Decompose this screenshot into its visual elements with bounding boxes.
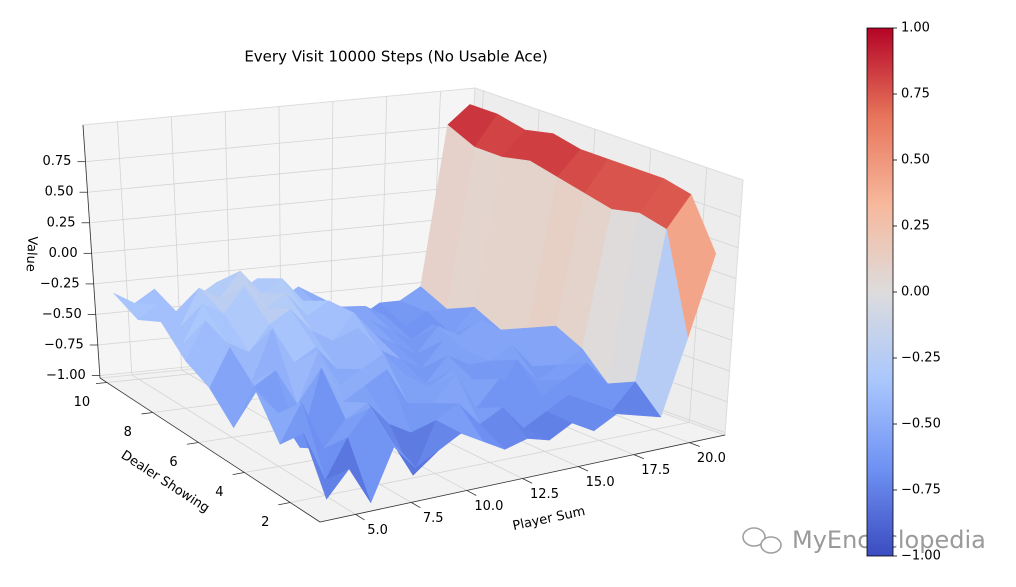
x-tick <box>522 478 533 484</box>
colorbar-tick-label: −0.75 <box>901 483 941 498</box>
colorbar-tick-label: −1.00 <box>901 549 941 564</box>
colorbar-tick-label: 0.75 <box>901 87 930 102</box>
y-tick-label: 10 <box>74 395 91 410</box>
x-tick-label: 20.0 <box>697 451 726 466</box>
colorbar-tick-label: −0.25 <box>901 351 941 366</box>
grid-line <box>117 121 133 375</box>
y-tick <box>278 502 291 506</box>
x-tick-label: 7.5 <box>423 511 444 526</box>
y-tick <box>141 412 153 415</box>
x-tick-label: 17.5 <box>641 463 670 478</box>
x-tick <box>633 454 645 460</box>
x-tick-label: 15.0 <box>586 475 615 490</box>
z-axis-label: Value <box>23 236 40 272</box>
y-tick-label: 6 <box>169 455 177 470</box>
y-tick <box>95 382 107 385</box>
x-tick-label: 10.0 <box>474 499 503 514</box>
z-tick-label: −0.25 <box>40 276 80 291</box>
z-tick-label: 0.00 <box>49 246 78 261</box>
z-axis-line <box>82 124 101 379</box>
y-tick <box>187 442 199 445</box>
grid-line <box>290 422 690 503</box>
grid-line <box>85 124 474 163</box>
grid-line <box>131 374 356 515</box>
colorbar-tick-label: 0.00 <box>901 285 930 300</box>
x-tick <box>355 514 365 521</box>
z-tick-label: 0.25 <box>47 215 76 230</box>
chart-title: Every Visit 10000 Steps (No Usable Ace) <box>244 48 547 66</box>
grid-line <box>89 185 471 224</box>
y-axis-line <box>99 377 321 523</box>
z-tick-label: −1.00 <box>46 368 86 383</box>
y-tick-label: 8 <box>124 425 132 440</box>
surface-face <box>303 433 350 500</box>
y-tick-label: 2 <box>261 515 269 530</box>
colorbar-tick-label: 1.00 <box>901 21 930 36</box>
grid-line <box>87 155 472 193</box>
colorbar-tick-label: 0.25 <box>901 219 930 234</box>
x-tick <box>577 466 589 472</box>
grid-line <box>91 216 469 254</box>
watermark-icon <box>742 527 782 554</box>
colorbar-tick-label: −0.50 <box>901 417 941 432</box>
x-tick <box>466 490 477 496</box>
x-tick <box>689 442 700 447</box>
x-axis-line <box>319 434 726 523</box>
x-tick-label: 5.0 <box>367 523 388 538</box>
x-tick <box>411 502 421 509</box>
z-tick-label: 0.75 <box>43 154 72 169</box>
colorbar-tick-label: 0.50 <box>901 153 930 168</box>
y-tick <box>232 472 245 475</box>
z-tick-label: −0.50 <box>42 307 82 322</box>
z-tick-label: 0.50 <box>45 185 74 200</box>
y-tick-label: 4 <box>215 485 223 500</box>
grid-line <box>93 247 467 285</box>
x-tick-label: 12.5 <box>530 487 559 502</box>
z-tick-label: −0.75 <box>44 338 84 353</box>
colorbar <box>866 27 894 557</box>
